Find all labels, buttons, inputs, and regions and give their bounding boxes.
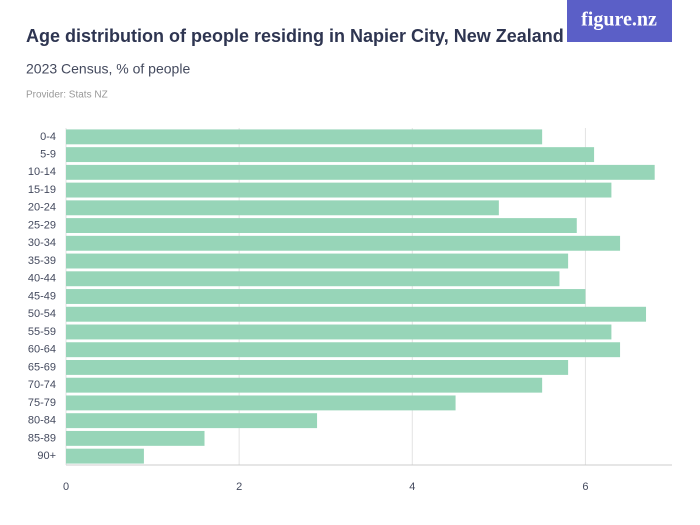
y-tick-label: 20-24: [28, 202, 56, 214]
bar: [66, 448, 144, 464]
y-tick-label: 70-74: [28, 379, 56, 391]
bar: [66, 306, 647, 322]
y-tick-label: 5-9: [40, 149, 56, 161]
y-tick-label: 80-84: [28, 415, 56, 427]
subtitle: 2023 Census, % of people: [26, 61, 190, 77]
y-tick-label: 0-4: [40, 131, 56, 143]
y-tick-label: 10-14: [28, 166, 56, 178]
bar: [66, 182, 612, 198]
y-tick-label: 40-44: [28, 273, 56, 285]
provider: Provider: Stats NZ: [26, 90, 108, 101]
y-tick-label: 85-89: [28, 432, 56, 444]
y-tick-label: 35-39: [28, 255, 56, 267]
y-tick-label: 45-49: [28, 290, 56, 302]
x-tick-label: 4: [409, 481, 415, 493]
x-tick-label: 2: [236, 481, 242, 493]
bar: [66, 129, 543, 145]
bar: [66, 253, 569, 269]
chart-title: Age distribution of people residing in N…: [26, 26, 564, 46]
bar: [66, 164, 655, 180]
y-tick-label: 25-29: [28, 219, 56, 231]
bar: [66, 218, 577, 234]
logo-box: [567, 0, 672, 42]
y-tick-label: 65-69: [28, 361, 56, 373]
bar: [66, 359, 569, 375]
bar: [66, 395, 456, 411]
bar: [66, 430, 205, 446]
bar: [66, 200, 499, 216]
y-tick-label: 50-54: [28, 308, 56, 320]
y-tick-label: 30-34: [28, 237, 56, 249]
y-tick-label: 90+: [37, 450, 56, 462]
bar: [66, 377, 543, 393]
bar: [66, 413, 318, 429]
bar: [66, 324, 612, 340]
x-tick-label: 6: [582, 481, 588, 493]
bar: [66, 271, 560, 287]
x-tick-label: 0: [63, 481, 69, 493]
bar: [66, 235, 621, 251]
bar: [66, 342, 621, 358]
y-tick-label: 15-19: [28, 184, 56, 196]
bar: [66, 147, 595, 163]
logo: figure.nz: [581, 9, 657, 31]
y-tick-label: 55-59: [28, 326, 56, 338]
y-tick-label: 75-79: [28, 397, 56, 409]
y-tick-label: 60-64: [28, 344, 56, 356]
bar: [66, 289, 586, 304]
